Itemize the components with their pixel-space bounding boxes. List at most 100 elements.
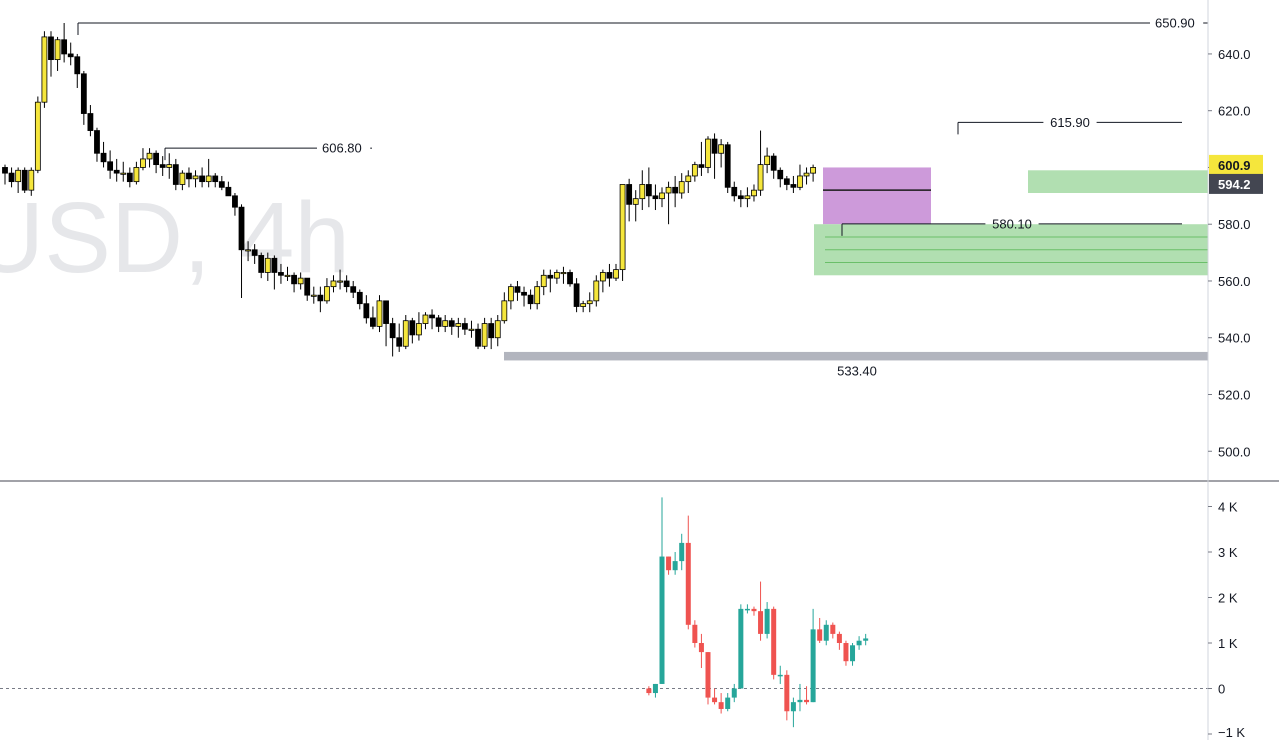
oscillator-bar: [771, 608, 777, 675]
candle-body: [297, 277, 304, 285]
oscillator-bar: [698, 643, 704, 653]
candle-body: [8, 172, 15, 183]
candle-body: [304, 277, 311, 296]
candle-body: [34, 101, 41, 171]
oscillator-bar: [856, 640, 862, 646]
candle-body: [21, 169, 28, 191]
level-label-580.10: 580.10: [992, 216, 1032, 231]
candle-body: [343, 280, 350, 288]
oscillator-axis-label: 3 K: [1218, 545, 1238, 560]
candle-body: [146, 152, 153, 160]
oscillator-bar: [744, 608, 750, 611]
candle-body: [803, 172, 810, 177]
candle-body: [501, 300, 508, 322]
price-axis-label: 540.0: [1218, 331, 1251, 346]
candle-body: [166, 164, 173, 168]
candle-body: [737, 195, 744, 200]
candle-body: [192, 175, 199, 180]
candle-body: [100, 152, 107, 163]
candle-body: [376, 300, 383, 327]
oscillator-bar: [679, 542, 685, 562]
oscillator-axis-label: 0: [1218, 682, 1225, 697]
oscillator-bar: [646, 688, 652, 694]
candle-body: [271, 257, 278, 273]
candle-body: [133, 167, 140, 183]
candle-body: [645, 184, 652, 197]
oscillator-axis-label: 2 K: [1218, 591, 1238, 606]
price-badge-bg: [1209, 154, 1263, 175]
oscillator-bar: [817, 629, 823, 641]
price-badge-label: 600.9: [1218, 158, 1251, 173]
candle-body: [777, 169, 784, 180]
candle-body: [232, 195, 238, 208]
candle-body: [731, 186, 738, 197]
oscillator-bar: [712, 697, 718, 703]
price-axis-label: 500.0: [1218, 444, 1251, 459]
candle-body: [172, 164, 179, 185]
level-label-650.90: 650.90: [1155, 16, 1195, 31]
oscillator-bar: [731, 688, 737, 698]
candle-body: [48, 36, 54, 61]
oscillator-bar: [685, 542, 691, 625]
candle-body: [744, 195, 751, 200]
candle-body: [429, 314, 435, 319]
candle-body: [337, 280, 343, 283]
oscillator-bar: [718, 702, 724, 709]
oscillator-bar: [797, 699, 803, 703]
candle-body: [330, 280, 337, 288]
candle-body: [593, 280, 600, 302]
candle-body: [711, 138, 718, 154]
candle-body: [764, 155, 771, 166]
candle-body: [665, 186, 672, 194]
candle-body: [310, 294, 317, 297]
candle-body: [324, 286, 330, 302]
candle-body: [409, 320, 416, 336]
candle-body: [61, 39, 68, 55]
candle-body: [186, 172, 192, 180]
candle-body: [691, 164, 698, 177]
price-axis-label: 560.0: [1218, 274, 1251, 289]
candle-body: [567, 272, 573, 285]
candle-body: [2, 167, 8, 174]
candle-body: [461, 323, 468, 330]
oscillator-bar: [725, 697, 731, 709]
candle-body: [560, 272, 567, 275]
oscillator-bar: [804, 699, 810, 703]
oscillator-bar: [764, 608, 770, 634]
candle-body: [770, 155, 777, 171]
candle-body: [468, 328, 475, 331]
symbol-watermark: USD, 4h: [0, 182, 350, 294]
candle-body: [107, 161, 114, 171]
oscillator-bar: [784, 674, 790, 712]
oscillator-bar: [659, 556, 665, 684]
candle-body: [606, 272, 613, 279]
candle-body: [586, 300, 593, 305]
candle-body: [416, 323, 422, 336]
level-label-606.80: 606.80: [322, 141, 362, 156]
candle-body: [422, 314, 429, 324]
candle-body: [238, 206, 245, 251]
candle-body: [790, 184, 797, 188]
candle-body: [199, 175, 206, 183]
oscillator-bar: [777, 674, 783, 677]
candle-body: [264, 257, 271, 273]
oscillator-bar: [810, 629, 816, 703]
support-band: [504, 351, 1208, 361]
candle-body: [810, 167, 817, 174]
oscillator-bar: [790, 702, 796, 712]
oscillator-bar: [692, 624, 698, 643]
candle-body: [284, 274, 291, 277]
candle-body: [153, 152, 160, 166]
oscillator-bar: [705, 652, 711, 698]
candle-body: [205, 175, 212, 183]
price-axis-label: 640.0: [1218, 47, 1251, 62]
candle-body: [448, 320, 455, 327]
candle-body: [619, 184, 626, 271]
candle-body: [783, 178, 790, 185]
level-label-533.40: 533.40: [837, 363, 877, 378]
oscillator-axis-label: −1 K: [1218, 725, 1245, 740]
oscillator-bar: [652, 683, 658, 694]
candle-body: [797, 175, 803, 188]
